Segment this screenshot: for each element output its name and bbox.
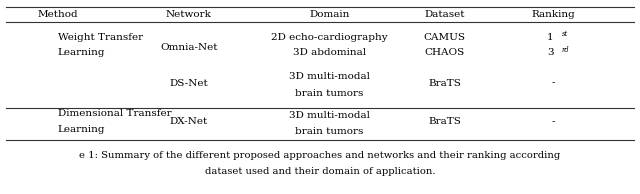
- Text: st: st: [562, 30, 568, 38]
- Text: Weight Transfer: Weight Transfer: [58, 33, 143, 42]
- Text: rd: rd: [561, 46, 569, 54]
- Text: Network: Network: [166, 10, 212, 19]
- Text: e 1: Summary of the different proposed approaches and networks and their ranking: e 1: Summary of the different proposed a…: [79, 151, 561, 159]
- Text: Learning: Learning: [58, 48, 105, 57]
- Text: DS-Net: DS-Net: [170, 79, 208, 87]
- Text: -: -: [552, 79, 556, 87]
- Text: Ranking: Ranking: [532, 10, 575, 19]
- Text: DX-Net: DX-Net: [170, 118, 208, 126]
- Text: 3D multi-modal: 3D multi-modal: [289, 73, 370, 81]
- Text: CAMUS: CAMUS: [424, 33, 466, 42]
- Text: 3D abdominal: 3D abdominal: [293, 48, 366, 57]
- Text: BraTS: BraTS: [428, 118, 461, 126]
- Text: Dimensional Transfer: Dimensional Transfer: [58, 109, 172, 119]
- Text: dataset used and their domain of application.: dataset used and their domain of applica…: [205, 166, 435, 176]
- Text: CHAOS: CHAOS: [425, 48, 465, 57]
- Text: Omnia-Net: Omnia-Net: [160, 42, 218, 51]
- Text: Method: Method: [37, 10, 78, 19]
- Text: Dataset: Dataset: [424, 10, 465, 19]
- Text: Learning: Learning: [58, 126, 105, 134]
- Text: BraTS: BraTS: [428, 79, 461, 87]
- Text: brain tumors: brain tumors: [296, 88, 364, 98]
- Text: -: -: [552, 118, 556, 126]
- Text: 3D multi-modal: 3D multi-modal: [289, 111, 370, 120]
- Text: 2D echo-cardiography: 2D echo-cardiography: [271, 33, 388, 42]
- Text: brain tumors: brain tumors: [296, 126, 364, 135]
- Text: 1: 1: [547, 33, 554, 42]
- Text: Domain: Domain: [309, 10, 350, 19]
- Text: 3: 3: [547, 48, 554, 57]
